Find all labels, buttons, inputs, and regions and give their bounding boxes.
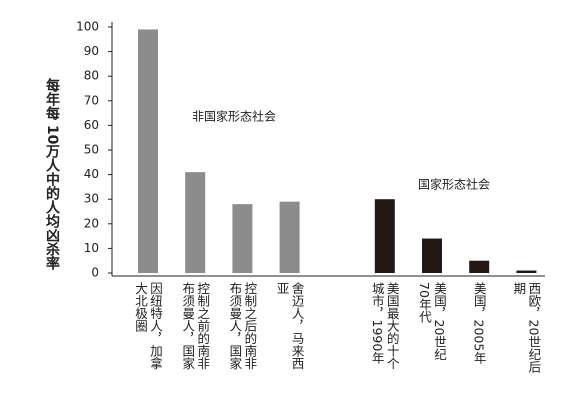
y-tick-label: 60: [84, 118, 99, 132]
x-tick-label: 美国，20世纪70年代: [417, 282, 447, 361]
annotation: 国家形态社会: [418, 177, 490, 192]
y-tick-label: 90: [84, 44, 99, 58]
x-tick-label: 美国最大的十个城市，1990年: [369, 282, 400, 370]
bar: [232, 204, 253, 273]
y-tick-label: 0: [91, 266, 99, 280]
y-tick-label: 30: [84, 192, 99, 206]
x-tick-label: 美国，2005年: [471, 282, 487, 364]
y-tick-label: 10: [84, 241, 99, 255]
x-tick-label: 控制之前的南非布须曼人，国家: [180, 282, 211, 370]
bar: [185, 172, 206, 273]
bar: [138, 29, 158, 274]
x-tick-label: 控制之后的南非布须曼人，国家: [227, 282, 258, 370]
bar: [422, 238, 442, 273]
y-tick-label: 50: [84, 143, 99, 157]
y-tick-label: 40: [84, 167, 99, 181]
x-tick-label: 舍迈人，马来西亚: [274, 282, 305, 370]
bar: [374, 199, 395, 273]
bar: [279, 201, 300, 273]
y-tick-label: 20: [84, 216, 99, 230]
y-tick-label: 80: [84, 69, 99, 83]
y-axis-label: 每年每 10万人中的人均凶杀率: [44, 78, 60, 271]
annotation: 非国家形态社会: [192, 109, 276, 124]
x-tick-label: 西欧，20世纪后期: [511, 282, 542, 373]
bar: [469, 260, 490, 273]
y-tick-label: 70: [84, 93, 99, 107]
y-tick-label: 100: [76, 20, 99, 34]
bar: [516, 270, 537, 273]
x-tick-label: 因纽特人，加拿大北极圈: [133, 282, 163, 370]
